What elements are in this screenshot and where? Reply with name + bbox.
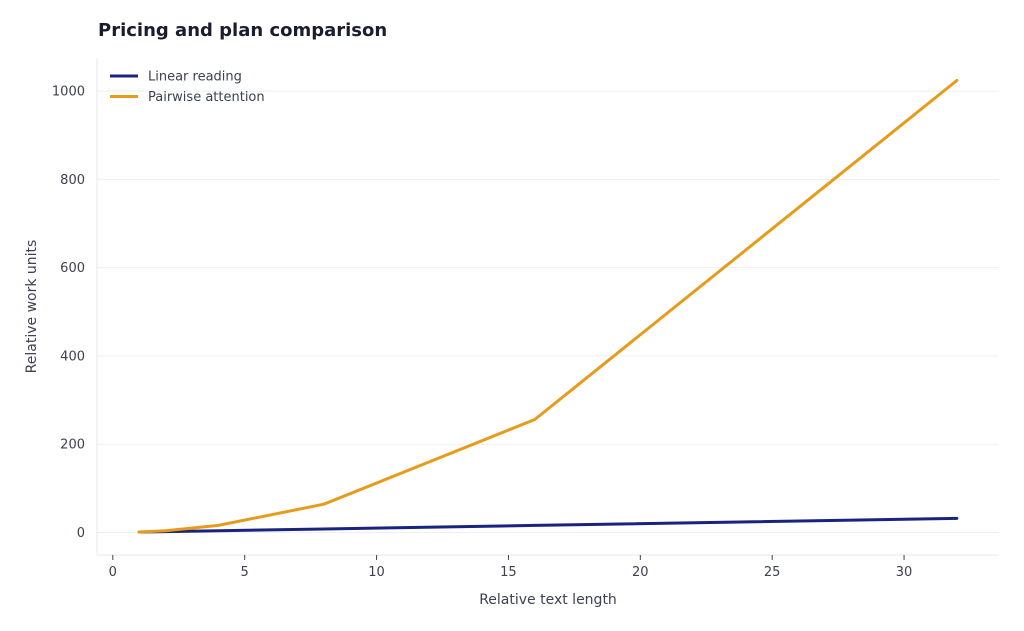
y-tick-label: 0	[77, 526, 85, 541]
y-tick-label: 600	[60, 261, 85, 276]
series-lines	[137, 79, 959, 534]
x-tick-label: 15	[500, 565, 517, 580]
y-tick-label: 1000	[52, 85, 85, 100]
y-tick-label: 400	[60, 349, 85, 364]
x-tick-label: 20	[632, 565, 649, 580]
x-tick-label: 25	[764, 565, 781, 580]
x-tick-label: 30	[896, 565, 913, 580]
legend-label: Linear reading	[148, 70, 242, 85]
x-axis-label: Relative text length	[479, 592, 617, 608]
grid-lines	[97, 90, 999, 533]
y-tick-label: 200	[60, 438, 85, 453]
legend-label: Pairwise attention	[148, 90, 265, 105]
legend: Linear reading Pairwise attention	[110, 70, 265, 105]
y-axis-label: Relative work units	[24, 240, 40, 374]
x-tick-label: 5	[241, 565, 249, 580]
series-line-2	[137, 79, 959, 534]
y-tick-label: 800	[60, 173, 85, 188]
chart-title: Pricing and plan comparison	[98, 20, 388, 41]
tick-marks: 0 200 400 600 800 1000 0 5 10 15 20 25 30	[52, 85, 912, 580]
axes	[96, 58, 999, 556]
x-tick-label: 10	[368, 565, 385, 580]
x-tick-label: 0	[109, 565, 117, 580]
series-line-1	[137, 516, 959, 534]
